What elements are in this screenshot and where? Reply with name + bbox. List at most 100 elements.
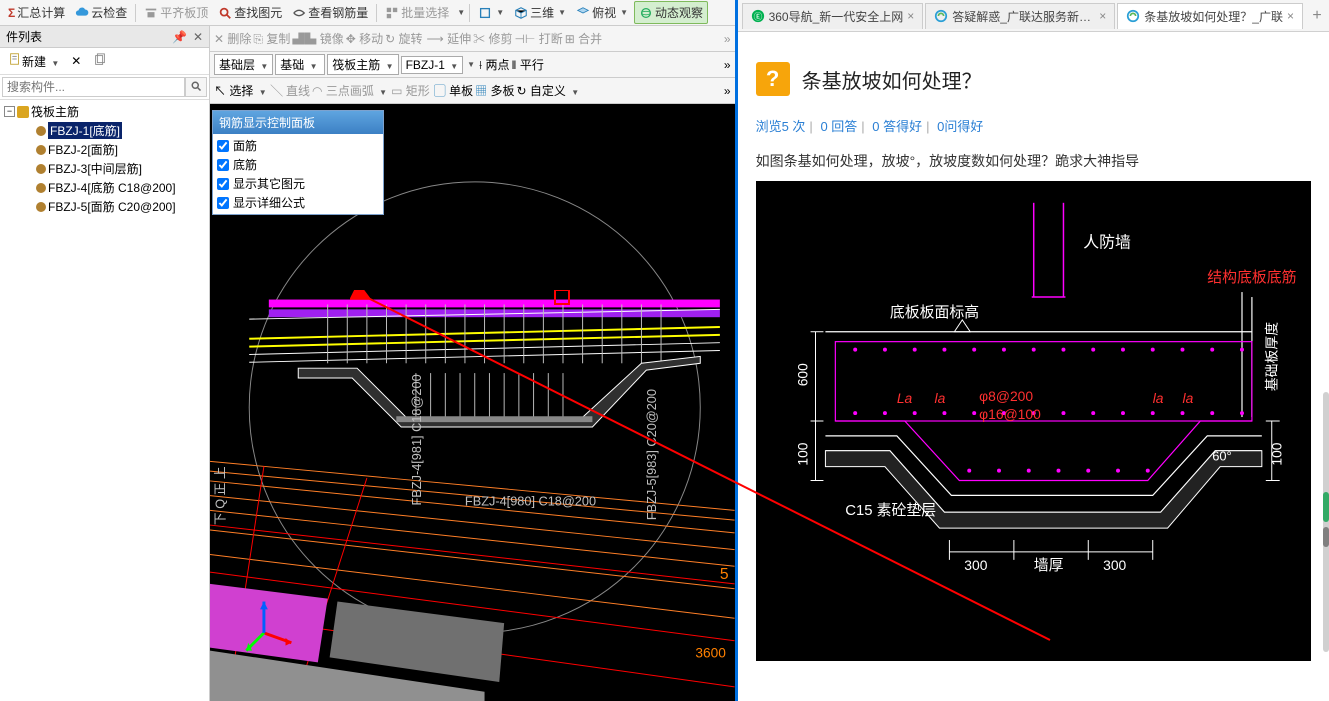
trim-button[interactable]: ✂ 修剪	[473, 30, 512, 47]
toolbar-overflow-icon[interactable]: »	[724, 84, 731, 98]
leaf-icon	[36, 145, 46, 155]
sum-calc-button[interactable]: Σ 汇总计算	[4, 2, 69, 23]
dropdown-icon[interactable]: ▼	[457, 8, 465, 17]
cad-application: Σ 汇总计算 云检查 平齐板顶 查找图元 查看钢筋量 批量选择 ▼ ▼ 三维▼ …	[0, 0, 738, 701]
view-rebar-button[interactable]: 查看钢筋量	[288, 2, 372, 23]
rebar-display-panel: 钢筋显示控制面板 面筋 底筋 显示其它图元 显示详细公式	[212, 110, 384, 215]
view-3d-button[interactable]: 三维▼	[510, 2, 570, 23]
batch-select-button[interactable]: 批量选择	[381, 2, 453, 23]
check-row[interactable]: 显示详细公式	[217, 193, 379, 212]
folder-icon	[17, 106, 29, 118]
copy-button[interactable]: ⎘ 复制	[253, 30, 290, 47]
mirror-button[interactable]: ▟▙ 镜像	[292, 30, 343, 47]
arc-tool-button[interactable]: ◠ 三点画弧 ▼	[312, 82, 387, 99]
tree-item[interactable]: FBZJ-3[中间层筋]	[2, 159, 207, 178]
checkbox[interactable]	[217, 178, 229, 190]
check-row[interactable]: 底筋	[217, 155, 379, 174]
browser-pane: Ⓔ 360导航_新一代安全上网 × 答疑解惑_广联达服务新干线 × 条基放坡如何…	[738, 0, 1329, 701]
single-plate-button[interactable]: ▢ 单板	[434, 82, 473, 99]
check-row[interactable]: 面筋	[217, 136, 379, 155]
align-top-button[interactable]: 平齐板顶	[140, 2, 212, 23]
svg-text:基础板厚度: 基础板厚度	[1263, 322, 1279, 392]
toolbar-overflow-icon[interactable]: »	[724, 32, 731, 46]
find-element-button[interactable]: 查找图元	[214, 2, 286, 23]
orbit-icon	[639, 6, 653, 20]
top-view-button[interactable]: 俯视▼	[572, 2, 632, 23]
toolbar-overflow-icon[interactable]: »	[724, 58, 731, 72]
svg-text:φ16@100: φ16@100	[979, 406, 1041, 422]
component-select[interactable]: 筏板主筋 ▼	[327, 54, 398, 75]
delete-icon[interactable]: ✕	[67, 52, 85, 70]
tab-title: 条基放坡如何处理？_广联	[1144, 8, 1283, 25]
layer-select[interactable]: 基础层 ▼	[214, 54, 273, 75]
stat-good-answers[interactable]: 0 答得好	[872, 119, 922, 134]
check-row[interactable]: 显示其它图元	[217, 174, 379, 193]
view-2d-button[interactable]: ▼	[474, 4, 508, 22]
tab-close-icon[interactable]: ×	[1099, 9, 1106, 23]
svg-text:φ8@200: φ8@200	[979, 388, 1033, 404]
tab-close-icon[interactable]: ×	[1287, 9, 1294, 23]
pin-icon[interactable]: 📌	[172, 30, 187, 44]
tree-root-label: 筏板主筋	[31, 103, 79, 120]
svg-text:人防墙: 人防墙	[1083, 233, 1131, 251]
svg-text:底板板面标高: 底板板面标高	[889, 303, 978, 321]
page-scrollbar[interactable]	[1323, 392, 1329, 652]
tree-root[interactable]: − 筏板主筋	[2, 102, 207, 121]
instance-select[interactable]: FBZJ-1 ▼	[401, 56, 464, 74]
topview-icon	[576, 6, 590, 20]
tree-item[interactable]: FBZJ-1[底筋]	[2, 121, 207, 140]
checkbox[interactable]	[217, 140, 229, 152]
search-input[interactable]	[2, 77, 185, 97]
favicon-icon: Ⓔ	[751, 9, 765, 23]
svg-text:la: la	[934, 390, 945, 406]
panel-title[interactable]: 钢筋显示控制面板	[213, 111, 383, 134]
search-button[interactable]	[185, 77, 207, 97]
draw-toolbar: ↖ 选择 ▼ ╲ 直线 ◠ 三点画弧 ▼ ▭ 矩形 ▢ 单板 ▦ 多板 ↻ 自定…	[210, 78, 735, 104]
two-point-button[interactable]: ⟊ 两点	[479, 56, 509, 73]
tree-item-label: FBZJ-1[底筋]	[48, 122, 122, 139]
browser-tab[interactable]: 条基放坡如何处理？_广联 ×	[1117, 3, 1303, 29]
tree-item[interactable]: FBZJ-4[底筋 C18@200]	[2, 178, 207, 197]
edit-toolbar: ✕ 删除 ⎘ 复制 ▟▙ 镜像 ✥ 移动 ↻ 旋转 ⟶ 延伸 ✂ 修剪 ⊣⊢ 打…	[210, 26, 735, 52]
two-point-icon: ⟊	[479, 58, 482, 72]
type-select[interactable]: 基础 ▼	[275, 54, 325, 75]
canvas-column: ✕ 删除 ⎘ 复制 ▟▙ 镜像 ✥ 移动 ↻ 旋转 ⟶ 延伸 ✂ 修剪 ⊣⊢ 打…	[210, 26, 735, 701]
canvas-viewport[interactable]: 钢筋显示控制面板 面筋 底筋 显示其它图元 显示详细公式	[210, 104, 735, 701]
close-icon[interactable]: ✕	[193, 30, 203, 44]
extend-button[interactable]: ⟶ 延伸	[427, 30, 472, 47]
rotate-button[interactable]: ↻ 旋转	[385, 30, 422, 47]
orbit-button[interactable]: 动态观察	[634, 1, 708, 24]
leaf-icon	[36, 183, 46, 193]
new-button[interactable]: 新建 ▼	[4, 50, 63, 72]
checkbox[interactable]	[217, 159, 229, 171]
expander-icon[interactable]: −	[4, 106, 15, 117]
checkbox[interactable]	[217, 197, 229, 209]
merge-button[interactable]: ⊞ 合并	[565, 30, 602, 47]
browser-tab[interactable]: 答疑解惑_广联达服务新干线 ×	[925, 3, 1115, 29]
sidebar-title: 件列表	[6, 28, 42, 45]
new-tab-button[interactable]: +	[1305, 7, 1329, 25]
parallel-button[interactable]: ‖ 平行	[512, 56, 544, 73]
rect-tool-button[interactable]: ▭ 矩形	[391, 82, 430, 99]
custom-button[interactable]: ↻ 自定义 ▼	[517, 82, 580, 99]
multi-plate-button[interactable]: ▦ 多板	[475, 82, 514, 99]
question-header: ? 条基放坡如何处理？	[756, 62, 1311, 96]
question-stats: 浏览5 次| 0 回答| 0 答得好| 0问得好	[756, 116, 1311, 135]
line-tool-button[interactable]: ╲ 直线	[271, 82, 310, 99]
tree-item[interactable]: FBZJ-5[面筋 C20@200]	[2, 197, 207, 216]
select-tool-button[interactable]: ↖ 选择 ▼	[214, 82, 267, 99]
svg-text:La: La	[896, 390, 912, 406]
stat-good-question[interactable]: 0问得好	[937, 119, 983, 134]
move-button[interactable]: ✥ 移动	[346, 30, 383, 47]
canvas-label: FBZJ-4[980] C18@200	[465, 493, 596, 508]
more-dropdown-icon[interactable]: ▼	[467, 60, 475, 69]
tree-item[interactable]: FBZJ-2[面筋]	[2, 140, 207, 159]
delete-button[interactable]: ✕ 删除	[214, 30, 251, 47]
break-button[interactable]: ⊣⊢ 打断	[514, 30, 562, 47]
cloud-check-button[interactable]: 云检查	[71, 2, 131, 23]
tab-close-icon[interactable]: ×	[907, 9, 914, 23]
copy-icon[interactable]	[89, 51, 111, 72]
stat-answers[interactable]: 0 回答	[820, 119, 857, 134]
browser-tab[interactable]: Ⓔ 360导航_新一代安全上网 ×	[742, 3, 924, 29]
cube3d-icon	[514, 6, 528, 20]
